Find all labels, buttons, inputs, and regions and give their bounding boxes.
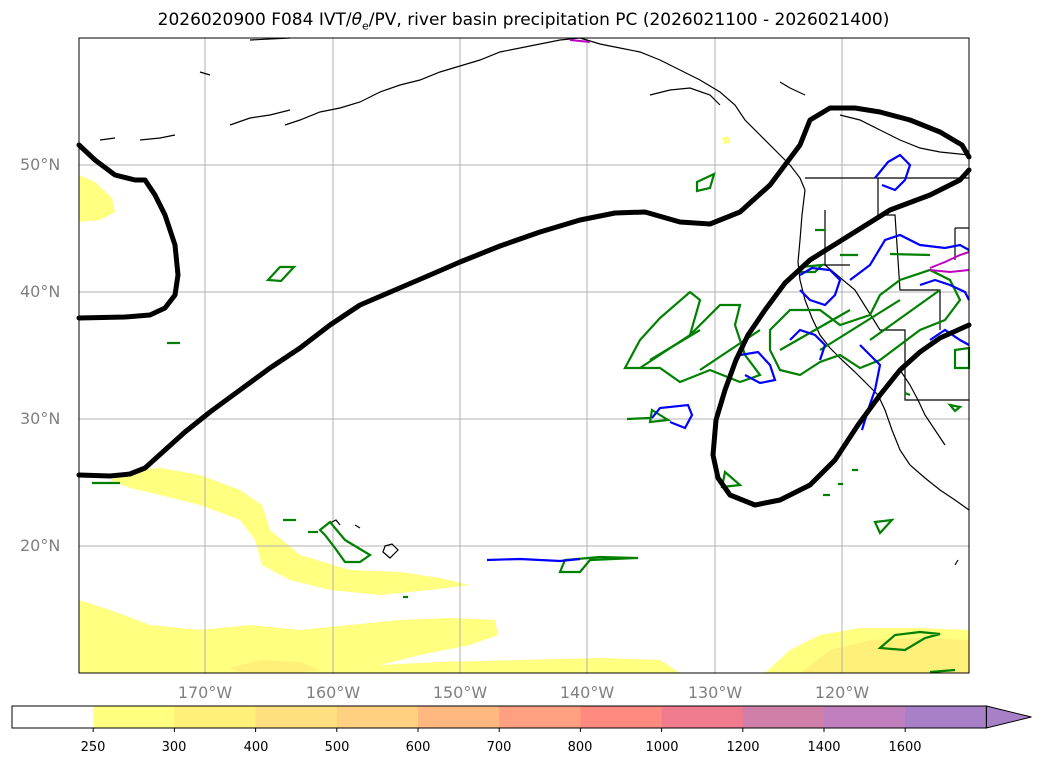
gridlines [79, 38, 969, 673]
lon-label-170w: 170°W [177, 683, 233, 702]
lon-label-130w: 130°W [687, 683, 743, 702]
map-frame [78, 37, 970, 674]
colorbar-segment [93, 706, 175, 728]
precip-contours [92, 171, 971, 674]
colorbar [11, 705, 1032, 732]
lat-label-50n: 50°N [20, 155, 61, 174]
pv-contours [76, 105, 972, 508]
colorbar-label: 1000 [645, 740, 679, 755]
lat-label-30n: 30°N [20, 409, 61, 428]
colorbar-label: 250 [80, 740, 106, 755]
lon-label-150w: 150°W [432, 683, 488, 702]
colorbar-segment [905, 706, 987, 728]
colorbar-label: 400 [243, 740, 269, 755]
colorbar-label: 300 [161, 740, 187, 755]
colorbar-segment [580, 706, 663, 728]
colorbar-segment [418, 706, 500, 728]
colorbar-extend-arrow [985, 705, 1032, 729]
colorbar-segment [499, 706, 581, 728]
colorbar-label: 800 [567, 740, 593, 755]
colorbar-label: 1600 [888, 740, 922, 755]
theta-e-contours [486, 153, 970, 563]
colorbar-label: 1200 [726, 740, 760, 755]
colorbar-label: 500 [324, 740, 350, 755]
colorbar-segment [174, 706, 257, 728]
lon-label-140w: 140°W [559, 683, 615, 702]
lat-label-20n: 20°N [20, 536, 61, 555]
colorbar-label: 1400 [807, 740, 841, 755]
ivt-magenta-contour [569, 39, 970, 274]
map-title: 2026020900 F084 IVT/θe/PV, river basin p… [157, 10, 890, 33]
colorbar-label: 700 [486, 740, 512, 755]
colorbar-segment [742, 706, 825, 728]
lon-label-120w: 120°W [814, 683, 870, 702]
colorbar-label: 600 [405, 740, 431, 755]
colorbar-segment [255, 706, 338, 728]
colorbar-segment [336, 706, 419, 728]
colorbar-segment [12, 706, 94, 728]
colorbar-segment [661, 706, 744, 728]
lat-label-40n: 40°N [20, 282, 61, 301]
lon-label-160w: 160°W [305, 683, 361, 702]
colorbar-segment [824, 706, 906, 728]
